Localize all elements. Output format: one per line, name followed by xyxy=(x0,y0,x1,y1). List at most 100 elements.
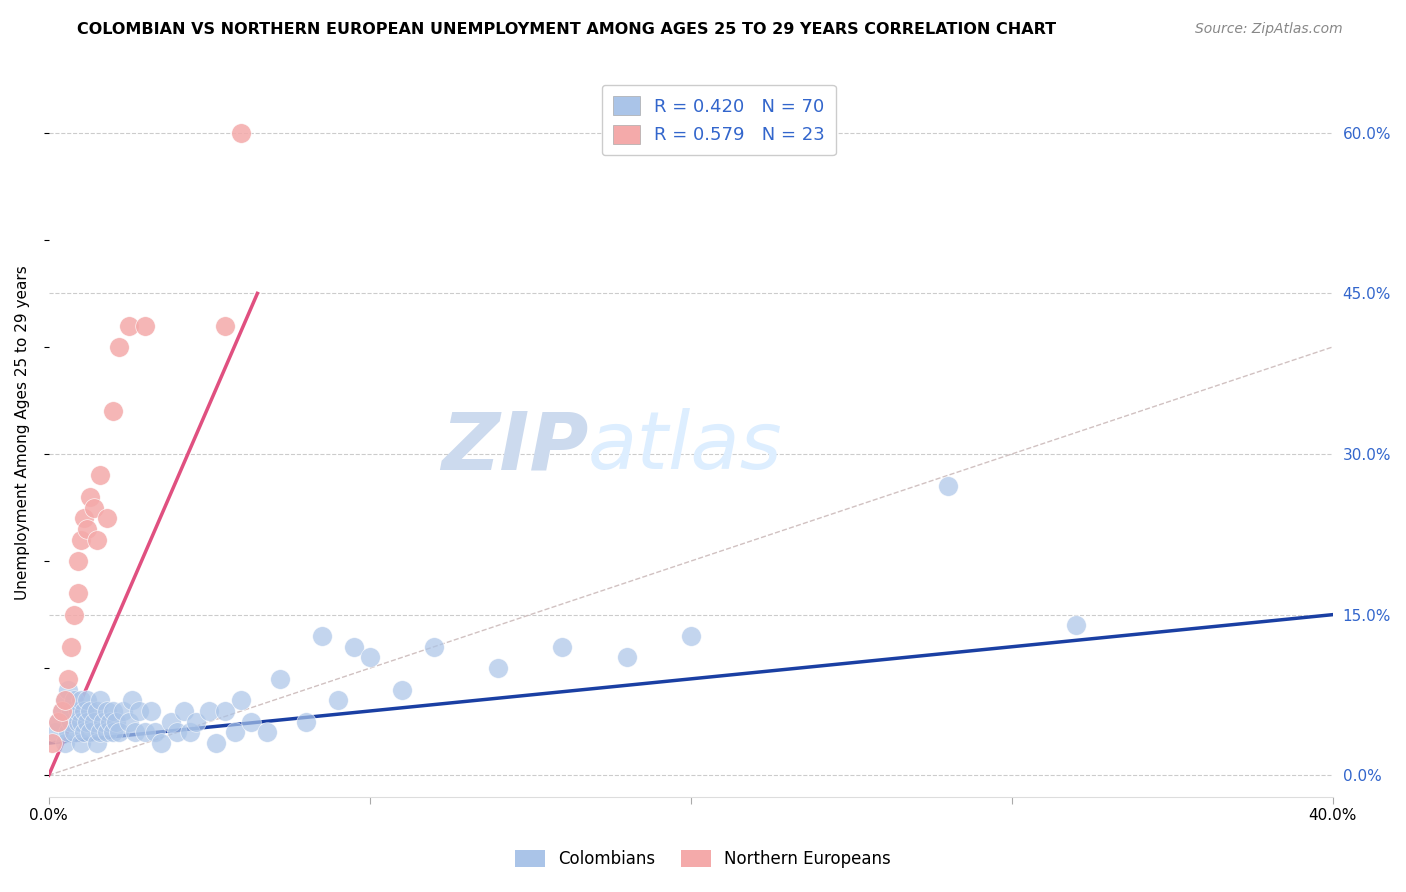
Point xyxy=(70,533,93,547)
Point xyxy=(56,682,79,697)
Point xyxy=(1064,618,1087,632)
Point xyxy=(96,704,118,718)
Point xyxy=(96,511,118,525)
Point xyxy=(111,704,134,718)
Point xyxy=(83,500,105,515)
Point xyxy=(105,714,128,729)
Point xyxy=(98,714,121,729)
Point xyxy=(41,736,63,750)
Point xyxy=(214,318,236,333)
Point xyxy=(96,725,118,739)
Point xyxy=(89,468,111,483)
Text: atlas: atlas xyxy=(588,409,783,486)
Point xyxy=(63,725,86,739)
Point xyxy=(66,714,89,729)
Point xyxy=(83,714,105,729)
Point xyxy=(269,672,291,686)
Point xyxy=(616,650,638,665)
Point xyxy=(128,704,150,718)
Point xyxy=(118,318,141,333)
Point xyxy=(150,736,173,750)
Point xyxy=(486,661,509,675)
Point xyxy=(391,682,413,697)
Point xyxy=(66,704,89,718)
Point xyxy=(44,725,66,739)
Point xyxy=(141,704,163,718)
Point xyxy=(204,736,226,750)
Point xyxy=(214,704,236,718)
Point xyxy=(173,704,195,718)
Point xyxy=(186,714,208,729)
Point xyxy=(143,725,166,739)
Point xyxy=(66,554,89,568)
Point xyxy=(60,714,83,729)
Point xyxy=(76,693,98,707)
Point xyxy=(79,725,101,739)
Point xyxy=(48,714,70,729)
Point xyxy=(86,736,108,750)
Point xyxy=(89,725,111,739)
Point xyxy=(134,318,156,333)
Point xyxy=(179,725,201,739)
Point xyxy=(86,533,108,547)
Point xyxy=(326,693,349,707)
Point xyxy=(108,340,131,354)
Point xyxy=(198,704,221,718)
Point xyxy=(124,725,146,739)
Point xyxy=(166,725,188,739)
Point xyxy=(89,693,111,707)
Point xyxy=(53,693,76,707)
Point xyxy=(359,650,381,665)
Point xyxy=(224,725,246,739)
Point xyxy=(53,693,76,707)
Point xyxy=(70,736,93,750)
Point xyxy=(101,704,124,718)
Point xyxy=(76,522,98,536)
Point xyxy=(70,693,93,707)
Point xyxy=(56,725,79,739)
Point xyxy=(70,714,93,729)
Text: Source: ZipAtlas.com: Source: ZipAtlas.com xyxy=(1195,22,1343,37)
Point xyxy=(256,725,278,739)
Point xyxy=(159,714,181,729)
Point xyxy=(79,490,101,504)
Point xyxy=(53,736,76,750)
Point xyxy=(423,640,446,654)
Point xyxy=(73,704,96,718)
Point xyxy=(551,640,574,654)
Point xyxy=(51,704,73,718)
Point xyxy=(118,714,141,729)
Point xyxy=(60,704,83,718)
Text: COLOMBIAN VS NORTHERN EUROPEAN UNEMPLOYMENT AMONG AGES 25 TO 29 YEARS CORRELATIO: COLOMBIAN VS NORTHERN EUROPEAN UNEMPLOYM… xyxy=(77,22,1056,37)
Point xyxy=(60,640,83,654)
Legend: R = 0.420   N = 70, R = 0.579   N = 23: R = 0.420 N = 70, R = 0.579 N = 23 xyxy=(602,85,835,155)
Point xyxy=(51,704,73,718)
Point xyxy=(679,629,702,643)
Point xyxy=(134,725,156,739)
Point xyxy=(231,126,253,140)
Point xyxy=(56,672,79,686)
Point xyxy=(121,693,143,707)
Y-axis label: Unemployment Among Ages 25 to 29 years: Unemployment Among Ages 25 to 29 years xyxy=(15,265,30,600)
Point xyxy=(936,479,959,493)
Point xyxy=(294,714,316,729)
Point xyxy=(63,693,86,707)
Point xyxy=(76,714,98,729)
Point xyxy=(108,725,131,739)
Point xyxy=(73,511,96,525)
Text: ZIP: ZIP xyxy=(440,409,588,486)
Point xyxy=(231,693,253,707)
Point xyxy=(79,704,101,718)
Point xyxy=(73,725,96,739)
Point xyxy=(66,586,89,600)
Point xyxy=(101,404,124,418)
Point xyxy=(101,725,124,739)
Point xyxy=(240,714,263,729)
Point xyxy=(63,607,86,622)
Point xyxy=(311,629,333,643)
Point xyxy=(48,714,70,729)
Point xyxy=(91,714,114,729)
Point xyxy=(343,640,366,654)
Point xyxy=(86,704,108,718)
Legend: Colombians, Northern Europeans: Colombians, Northern Europeans xyxy=(509,843,897,875)
